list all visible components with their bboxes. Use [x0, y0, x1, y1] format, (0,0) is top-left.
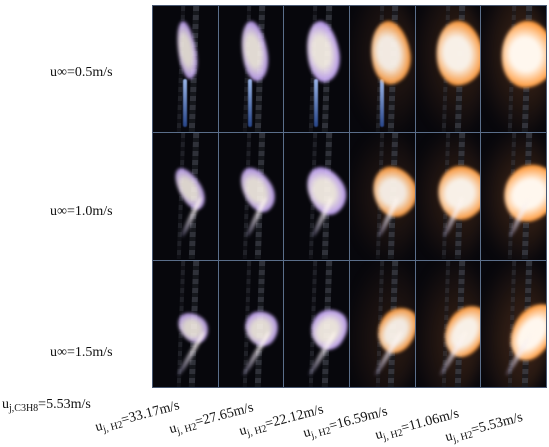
flame-photo-r2-c5: [481, 260, 546, 387]
row-label-2: u∞=1.5m/s: [50, 345, 113, 360]
column-label-0: uj, H2=33.17m/s: [93, 398, 182, 436]
flame-photo-r0-c0: [153, 6, 218, 133]
flame-photo-r0-c4: [415, 6, 481, 133]
flame-photo-r1-c4: [415, 133, 481, 260]
row-label-1: u∞=1.0m/s: [50, 204, 113, 219]
row-label-0: u∞=0.5m/s: [50, 65, 113, 80]
flame-photo-r0-c3: [349, 6, 415, 133]
flame-photo-r0-c2: [284, 6, 349, 133]
flame-photo-r2-c4: [415, 260, 481, 387]
flame-photo-r1-c5: [481, 133, 546, 260]
flame-photo-r0-c1: [218, 6, 284, 133]
flame-photo-r1-c0: [153, 133, 218, 260]
flame-photo-r1-c1: [218, 133, 284, 260]
propane-jet-velocity-label: uj,C3H8=5.53m/s: [2, 397, 91, 414]
flame-photo-grid: [152, 5, 547, 388]
flame-photo-r2-c2: [284, 260, 349, 387]
flame-photo-r2-c0: [153, 260, 218, 387]
flame-photo-r2-c3: [349, 260, 415, 387]
flame-photo-r2-c1: [218, 260, 284, 387]
flame-photo-r0-c5: [481, 6, 546, 133]
flame-photo-r1-c2: [284, 133, 349, 260]
flame-photo-r1-c3: [349, 133, 415, 260]
